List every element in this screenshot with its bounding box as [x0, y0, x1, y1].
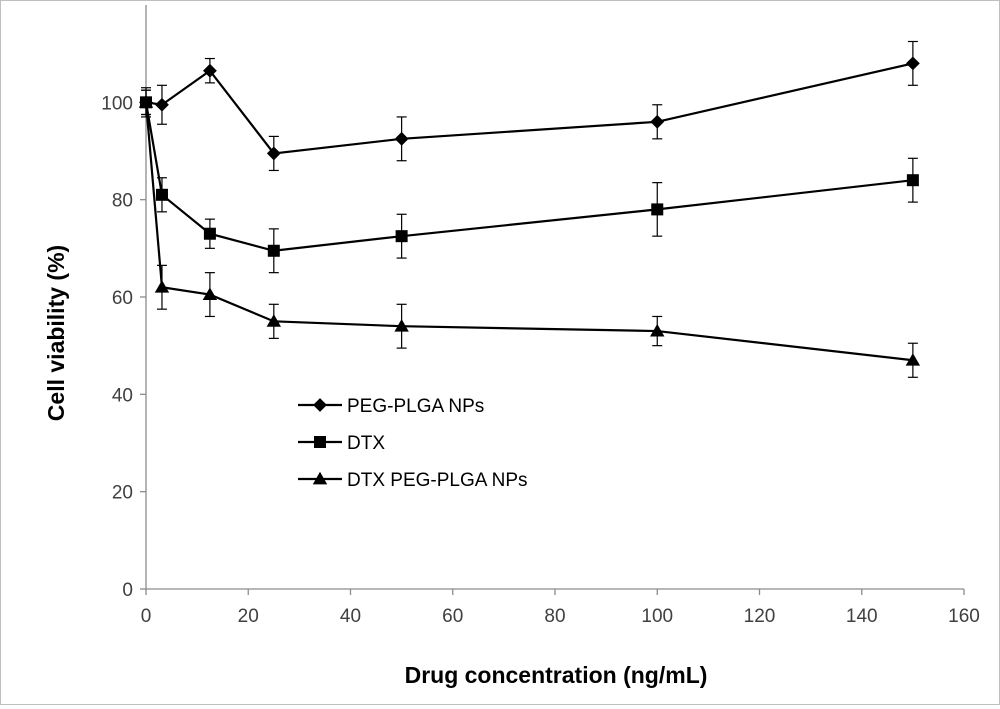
legend-item: DTX PEG-PLGA NPs	[298, 470, 528, 491]
x-tick-label: 140	[846, 606, 878, 627]
x-tick-label: 20	[238, 606, 259, 627]
data-point	[138, 95, 154, 108]
data-point	[651, 203, 664, 216]
data-point	[266, 146, 281, 161]
legend-label: DTX	[347, 433, 385, 454]
legend-item: PEG-PLGA NPs	[298, 396, 484, 417]
series-square	[140, 89, 919, 274]
y-tick-label: 20	[112, 483, 133, 504]
data-point	[650, 323, 665, 337]
data-point	[905, 353, 921, 366]
legend: PEG-PLGA NPs DTX DTX PEG-PLGA NPs	[298, 396, 528, 491]
y-axis-title: Cell viability (%)	[43, 245, 69, 421]
data-point	[203, 227, 216, 240]
data-point	[155, 97, 169, 112]
y-tick-label: 60	[112, 288, 133, 309]
x-tick-label: 80	[544, 606, 565, 627]
data-point	[203, 63, 217, 78]
x-axis-title: Drug concentration (ng/mL)	[405, 662, 708, 688]
x-tick-label: 100	[641, 606, 673, 627]
series-triangle	[138, 89, 921, 378]
data-point	[906, 174, 919, 187]
x-tick-label: 120	[744, 606, 776, 627]
legend-label: PEG-PLGA NPs	[347, 396, 484, 417]
data-point	[267, 244, 280, 257]
data-point	[394, 319, 409, 332]
x-tick-label: 160	[948, 606, 980, 627]
data-point	[202, 287, 218, 300]
data-point	[394, 131, 409, 146]
series-diamond	[139, 40, 920, 172]
legend-item: DTX	[298, 433, 385, 454]
data-point	[155, 188, 168, 201]
data-point	[395, 230, 408, 243]
legend-marker	[313, 398, 327, 412]
series-line	[144, 102, 913, 252]
data-point	[266, 314, 282, 327]
y-tick-label: 100	[101, 93, 133, 114]
x-tick-label: 40	[340, 606, 361, 627]
series-layer	[138, 40, 921, 378]
data-point	[154, 280, 170, 293]
y-tick-label: 80	[112, 191, 133, 212]
y-tick-label: 40	[112, 385, 133, 406]
data-point	[905, 56, 920, 71]
x-tick-label: 60	[442, 606, 463, 627]
axes: 0 20 40 60 80 100 120 140 160 0 20 40 60 80 100	[101, 5, 980, 627]
x-tick-label: 0	[141, 606, 152, 627]
series-line	[145, 62, 914, 155]
data-point	[650, 114, 665, 129]
y-tick-label: 0	[122, 580, 133, 601]
series-line	[144, 102, 913, 362]
legend-label: DTX PEG-PLGA NPs	[347, 470, 528, 491]
legend-marker	[314, 436, 326, 448]
legend-marker	[312, 471, 328, 485]
